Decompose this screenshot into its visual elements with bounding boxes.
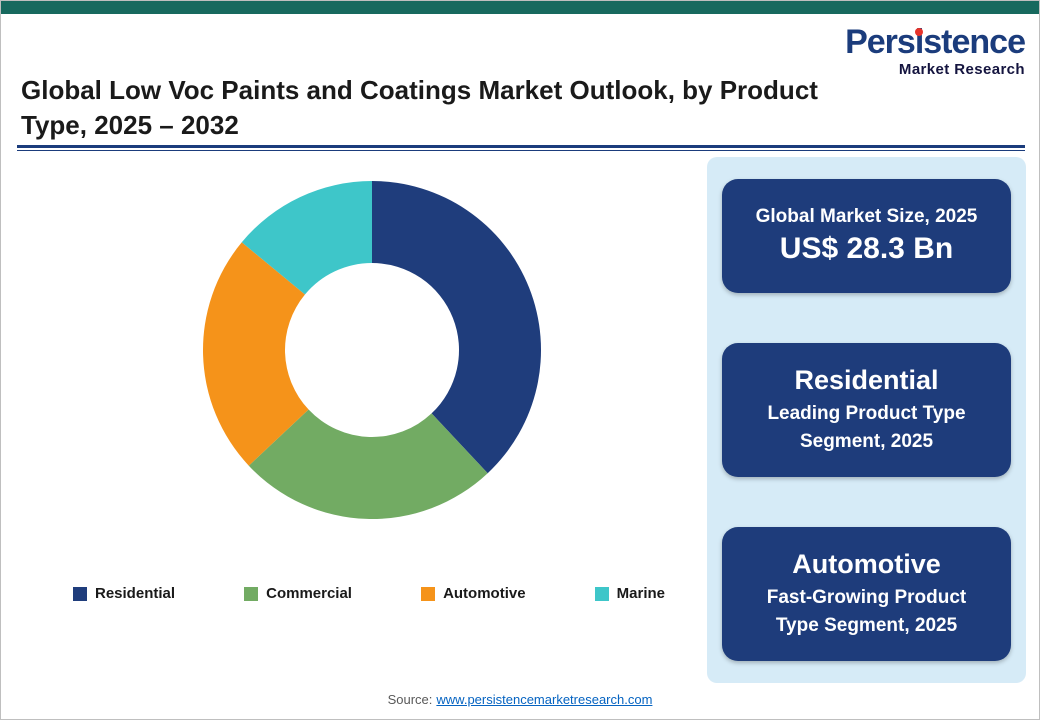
leading-segment-subtitle: Leading Product Type Segment, 2025: [767, 402, 966, 452]
leading-segment-card: Residential Leading Product Type Segment…: [722, 343, 1011, 477]
brand-name: Persistence: [845, 23, 1026, 61]
brand-name-post: stence: [923, 23, 1026, 61]
donut-segment-residential: [372, 181, 542, 474]
legend-item-marine: Marine: [594, 585, 665, 602]
legend-item-commercial: Commercial: [244, 585, 352, 602]
legend-item-automotive: Automotive: [421, 585, 526, 602]
legend-swatch-residential: [73, 586, 87, 601]
donut-segment-automotive: [202, 242, 309, 466]
highlights-panel: Global Market Size, 2025 US$ 28.3 Bn Res…: [707, 157, 1026, 683]
brand-logo: Persistence Market Research: [845, 23, 1026, 78]
fast-growing-segment-card: Automotive Fast-Growing Product Type Seg…: [722, 527, 1011, 661]
fast-growing-segment-subtitle: Fast-Growing Product Type Segment, 2025: [766, 586, 967, 636]
top-accent-bar: [1, 1, 1039, 14]
market-size-card: Global Market Size, 2025 US$ 28.3 Bn: [722, 179, 1011, 293]
leading-segment-title: Residential: [794, 364, 939, 395]
donut-chart: [172, 150, 572, 550]
market-size-label: Global Market Size, 2025: [755, 206, 978, 227]
market-size-value: US$ 28.3 Bn: [779, 232, 954, 265]
page-title: Global Low Voc Paints and Coatings Marke…: [21, 73, 901, 143]
donut-segment-commercial: [248, 409, 488, 520]
source-label: Source:: [387, 692, 433, 707]
legend-label-residential: Residential: [95, 585, 176, 602]
source-link[interactable]: www.persistencemarketresearch.com: [436, 692, 653, 707]
chart-legend: Residential Commercial Automotive Marine: [73, 585, 665, 602]
legend-swatch-automotive: [421, 586, 436, 601]
donut-segment-marine: [241, 181, 372, 295]
title-divider: [17, 145, 1025, 151]
legend-item-residential: Residential: [73, 585, 175, 602]
source-line: Source: www.persistencemarketresearch.com: [1, 692, 1039, 707]
fast-growing-segment-title: Automotive: [792, 548, 941, 579]
legend-swatch-commercial: [244, 586, 259, 601]
page-title-line1: Global Low Voc Paints and Coatings Marke…: [21, 75, 818, 105]
donut-chart-svg: [202, 181, 542, 520]
legend-label-commercial: Commercial: [266, 585, 352, 602]
brand-subtitle: Market Research: [898, 61, 1025, 78]
legend-label-automotive: Automotive: [443, 585, 526, 602]
logo-red-dot-i: i: [914, 23, 924, 61]
legend-label-marine: Marine: [616, 585, 665, 602]
page-title-line2: Type, 2025 – 2032: [21, 110, 239, 141]
legend-swatch-marine: [594, 586, 609, 601]
brand-name-pre: Pers: [845, 23, 916, 61]
